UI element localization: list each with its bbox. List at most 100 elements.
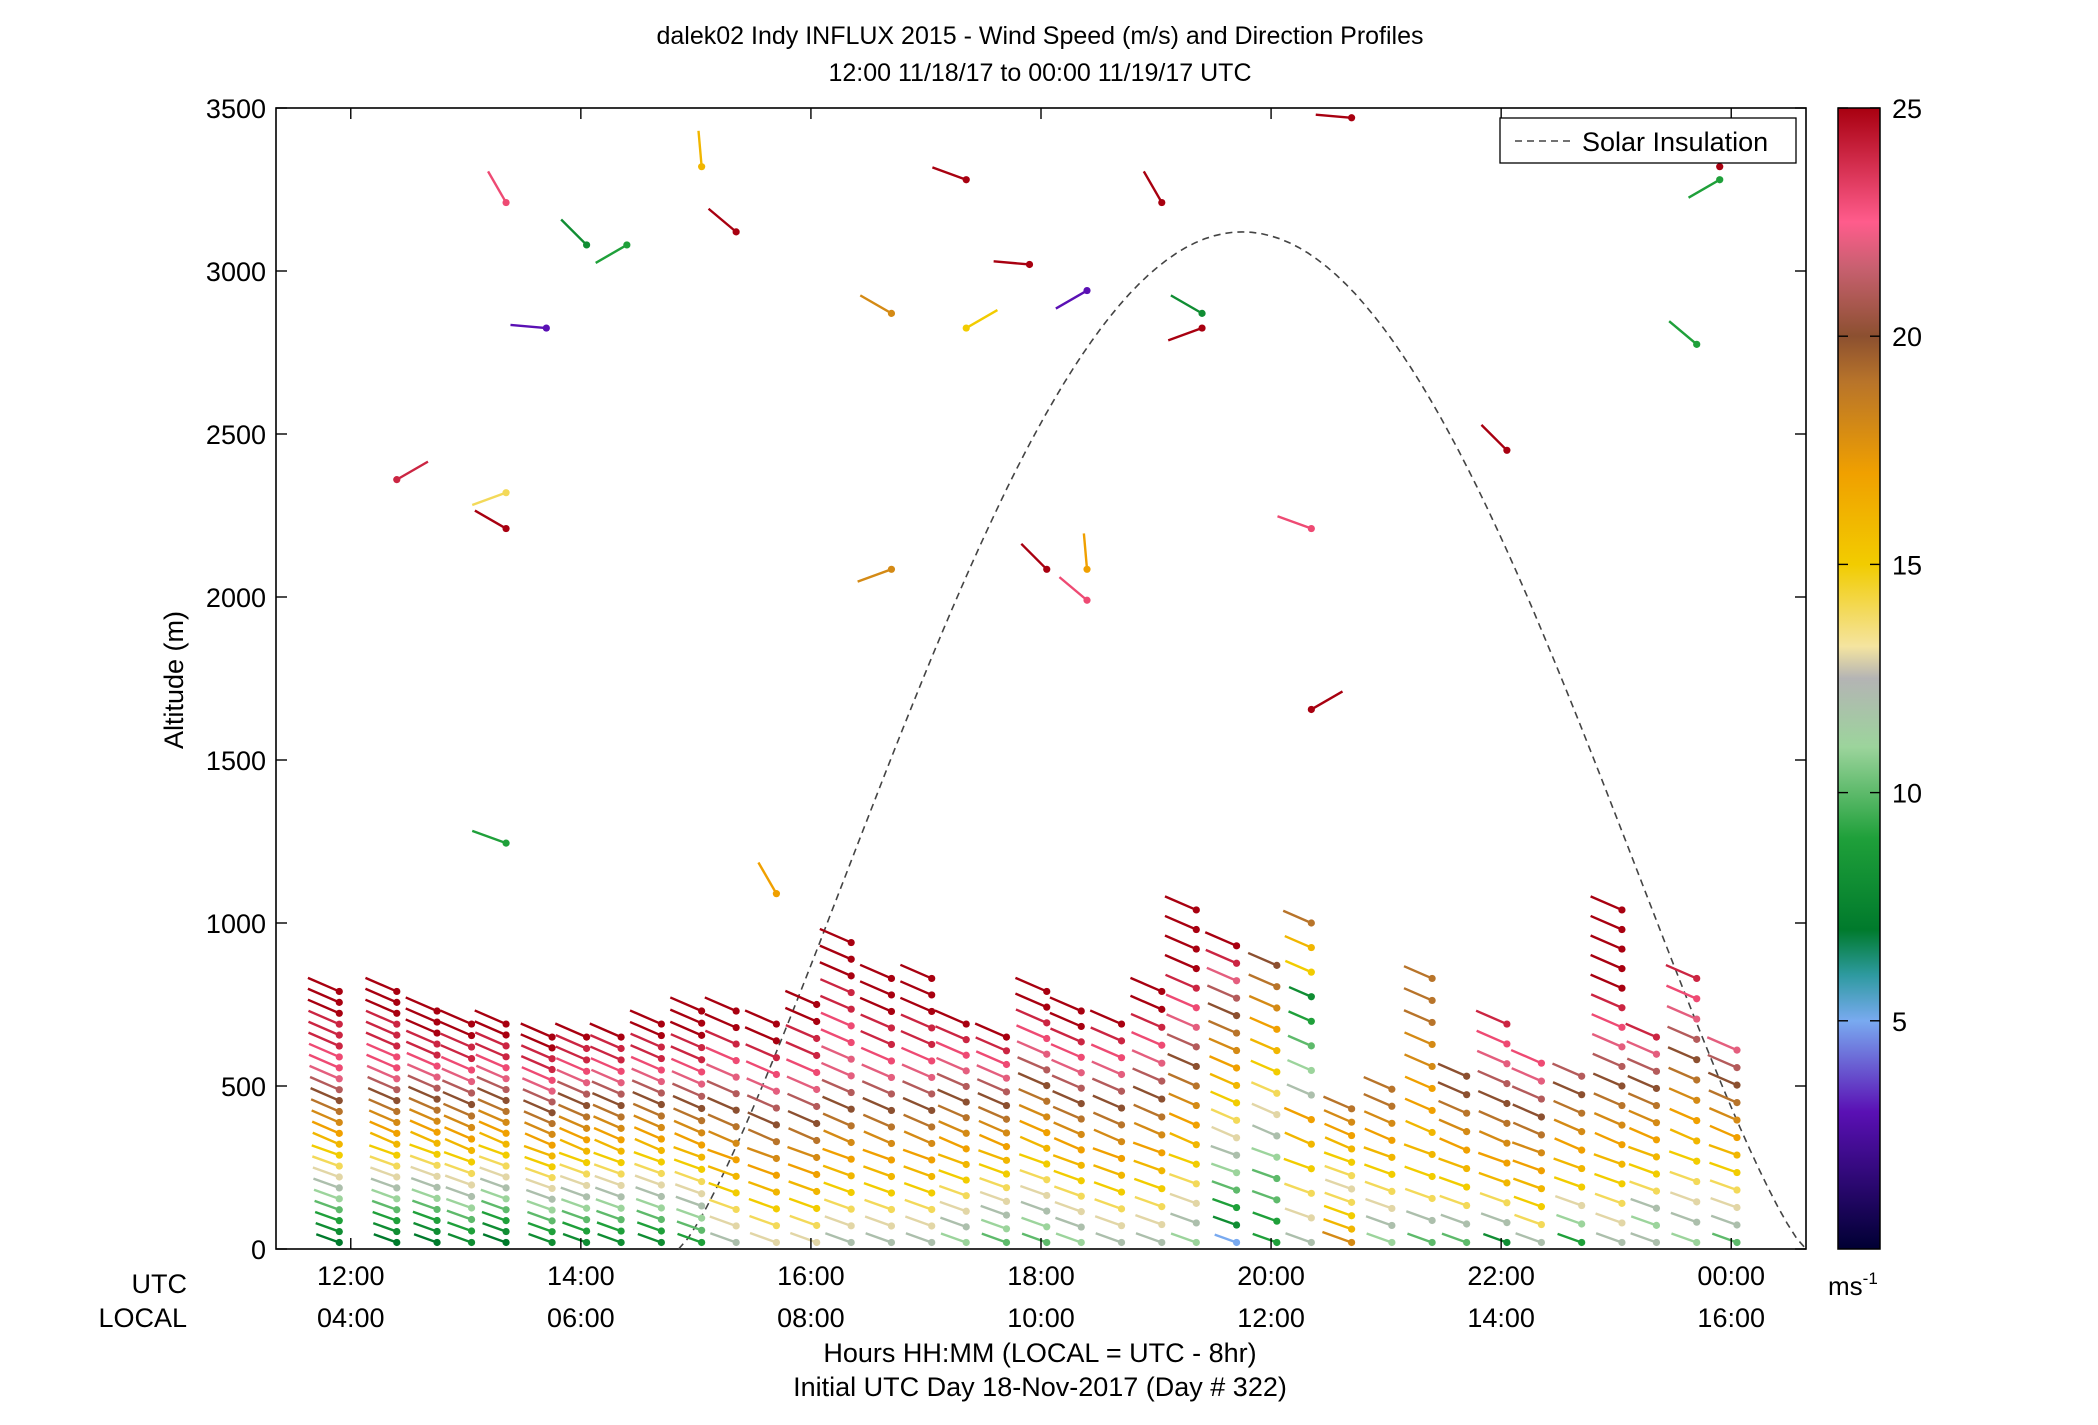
wind-barb-shaft bbox=[1049, 1011, 1082, 1028]
wind-barb-shaft bbox=[747, 1180, 777, 1194]
wind-barb-dot bbox=[1232, 1151, 1241, 1159]
wind-barb-shaft bbox=[744, 1009, 777, 1026]
wind-barb bbox=[311, 1120, 343, 1137]
wind-barb bbox=[1049, 1011, 1085, 1031]
wind-barb-dot bbox=[1463, 1164, 1471, 1173]
wind-barb-dot bbox=[548, 1184, 556, 1193]
wind-barb bbox=[367, 1075, 401, 1094]
wind-barb bbox=[556, 1068, 591, 1087]
wind-barb bbox=[862, 1096, 896, 1115]
wind-barb-dot bbox=[1652, 1033, 1661, 1041]
wind-barb-shaft bbox=[1404, 1075, 1433, 1090]
wind-barb-dot bbox=[583, 1113, 591, 1121]
wind-barb bbox=[676, 1220, 706, 1234]
wind-barb bbox=[1168, 1153, 1200, 1168]
wind-barb-dot bbox=[1077, 1069, 1085, 1077]
wind-barb-shaft bbox=[635, 1186, 662, 1198]
x-tick-label-utc: 16:00 bbox=[777, 1261, 845, 1291]
wind-barb bbox=[366, 1053, 401, 1072]
wind-barb-dot bbox=[1652, 1050, 1661, 1058]
wind-barb-shaft bbox=[706, 1079, 737, 1095]
wind-barb bbox=[1165, 973, 1200, 992]
wind-barb-dot bbox=[1428, 1084, 1436, 1093]
wind-barb-shaft bbox=[561, 1209, 588, 1221]
wind-barb-shaft bbox=[447, 1221, 472, 1233]
wind-barb-shaft bbox=[974, 1022, 1007, 1039]
wind-barb bbox=[1051, 1058, 1085, 1077]
wind-barb-dot bbox=[433, 1007, 441, 1015]
wind-barb-dot bbox=[502, 1107, 510, 1116]
wind-barb bbox=[1051, 1074, 1085, 1092]
wind-barb-dot bbox=[1002, 1074, 1011, 1082]
wind-barb-shaft bbox=[1479, 1191, 1508, 1204]
wind-barb-shaft bbox=[559, 1138, 588, 1153]
wind-barb-shaft bbox=[1363, 1092, 1393, 1108]
wind-barb-shaft bbox=[1709, 1124, 1738, 1139]
wind-barb bbox=[704, 1012, 740, 1032]
wind-barb-dot bbox=[548, 1055, 556, 1063]
wind-barb-shaft bbox=[478, 1144, 507, 1157]
wind-barb-shaft bbox=[861, 1063, 892, 1079]
x-axis-label-2: Initial UTC Day 18-Nov-2017 (Day # 322) bbox=[793, 1372, 1287, 1402]
wind-barb-dot bbox=[813, 1051, 821, 1060]
wind-barb-dot bbox=[393, 1129, 401, 1137]
wind-barb-shaft bbox=[748, 1197, 777, 1211]
wind-barb-dot bbox=[467, 1204, 476, 1212]
wind-barb-dot bbox=[1503, 1139, 1511, 1147]
wind-barb-shaft bbox=[1405, 1210, 1433, 1222]
wind-barb bbox=[980, 1204, 1011, 1219]
wind-barb-shaft bbox=[309, 1064, 340, 1080]
wind-barb-dot bbox=[1002, 1088, 1011, 1096]
wind-barb-dot bbox=[732, 1023, 740, 1032]
wind-barb-shaft bbox=[410, 1165, 438, 1178]
wind-barb-shaft bbox=[708, 1198, 737, 1211]
wind-barb-shaft bbox=[1627, 1074, 1657, 1090]
wind-barb-shaft bbox=[1284, 1182, 1312, 1195]
wind-barb-dot bbox=[583, 1147, 591, 1155]
wind-barb bbox=[1593, 1092, 1626, 1110]
wind-barb-dot bbox=[433, 1084, 441, 1092]
wind-barb bbox=[1206, 984, 1241, 1002]
wind-barb-dot bbox=[502, 1042, 510, 1050]
wind-barb bbox=[899, 980, 936, 999]
wind-barb-dot bbox=[847, 1055, 855, 1063]
wind-barb-shaft bbox=[1437, 1081, 1468, 1096]
wind-barb bbox=[746, 1146, 781, 1163]
wind-barb bbox=[1553, 1157, 1586, 1173]
wind-barb bbox=[525, 1177, 556, 1193]
wind-barb-dot bbox=[1232, 977, 1241, 985]
wind-barb bbox=[934, 1009, 970, 1028]
wind-barb-dot bbox=[1537, 1131, 1546, 1139]
wind-barb bbox=[1709, 1179, 1741, 1194]
wind-barb-dot bbox=[1428, 1194, 1436, 1203]
wind-barb-isolated-dot bbox=[1348, 114, 1356, 122]
wind-barb-isolated-shaft bbox=[1167, 326, 1203, 342]
wind-barb-dot bbox=[847, 1088, 855, 1097]
wind-barb-shaft bbox=[670, 1033, 703, 1049]
wind-barb-dot bbox=[657, 1112, 665, 1120]
wind-barb-dot bbox=[393, 1140, 401, 1148]
wind-barb-shaft bbox=[903, 1113, 933, 1129]
wind-barb-dot bbox=[1273, 1047, 1281, 1055]
wind-barb bbox=[1440, 1213, 1471, 1228]
wind-barb bbox=[1404, 1187, 1436, 1203]
wind-barb-shaft bbox=[1092, 1147, 1122, 1160]
wind-barb bbox=[371, 1188, 401, 1203]
wind-barb-shaft bbox=[746, 1094, 777, 1110]
wind-barb bbox=[1512, 1159, 1546, 1175]
wind-barb-dot bbox=[583, 1033, 591, 1041]
wind-barb bbox=[1323, 1217, 1356, 1233]
wind-barb-dot bbox=[1117, 1020, 1126, 1028]
wind-barb bbox=[1476, 1029, 1511, 1048]
wind-barb-shaft bbox=[1165, 993, 1197, 1009]
wind-barb-dot bbox=[1618, 1141, 1626, 1149]
wind-barb-dot bbox=[887, 1205, 896, 1214]
wind-barb-dot bbox=[1693, 1096, 1701, 1104]
wind-barb-dot bbox=[1503, 1040, 1511, 1048]
wind-barb-shaft bbox=[1092, 1111, 1123, 1126]
wind-barb-isolated bbox=[993, 260, 1034, 269]
wind-barb-dot bbox=[772, 1205, 781, 1213]
wind-barb-dot bbox=[1002, 1047, 1011, 1055]
wind-barb-shaft bbox=[939, 1200, 967, 1213]
